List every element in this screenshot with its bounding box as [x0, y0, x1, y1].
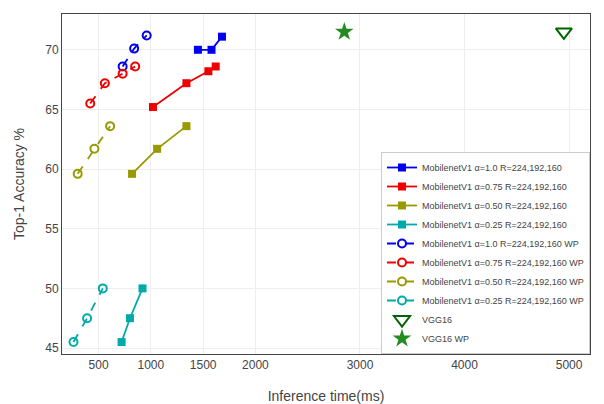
svg-text:5000: 5000 — [556, 358, 583, 372]
svg-text:1000: 1000 — [138, 358, 165, 372]
svg-text:MobilenetV1 α=1.0 R=224,192,16: MobilenetV1 α=1.0 R=224,192,160 WP — [422, 239, 579, 249]
svg-text:MobilenetV1 α=0.25 R=224,192,1: MobilenetV1 α=0.25 R=224,192,160 WP — [422, 296, 584, 306]
svg-text:2000: 2000 — [242, 358, 269, 372]
svg-text:VGG16: VGG16 — [422, 315, 452, 325]
svg-text:MobilenetV1 α=0.50 R=224,192,1: MobilenetV1 α=0.50 R=224,192,160 — [422, 201, 567, 211]
svg-text:70: 70 — [45, 43, 59, 57]
svg-text:60: 60 — [45, 162, 59, 176]
svg-text:Top-1 Accuracy %: Top-1 Accuracy % — [11, 128, 27, 240]
svg-text:55: 55 — [45, 222, 59, 236]
svg-text:MobilenetV1 α=1.0 R=224,192,16: MobilenetV1 α=1.0 R=224,192,160 — [422, 163, 562, 173]
svg-text:50: 50 — [45, 282, 59, 296]
svg-text:500: 500 — [89, 358, 109, 372]
svg-text:3000: 3000 — [347, 358, 374, 372]
svg-text:Inference time(ms): Inference time(ms) — [268, 388, 385, 404]
svg-text:MobilenetV1 α=0.75 R=224,192,1: MobilenetV1 α=0.75 R=224,192,160 WP — [422, 258, 584, 268]
svg-text:MobilenetV1 α=0.25 R=224,192,1: MobilenetV1 α=0.25 R=224,192,160 — [422, 220, 567, 230]
svg-text:65: 65 — [45, 103, 59, 117]
svg-text:4000: 4000 — [451, 358, 478, 372]
svg-text:MobilenetV1 α=0.75 R=224,192,1: MobilenetV1 α=0.75 R=224,192,160 — [422, 182, 567, 192]
svg-text:MobilenetV1 α=0.50 R=224,192,1: MobilenetV1 α=0.50 R=224,192,160 WP — [422, 277, 584, 287]
svg-text:VGG16 WP: VGG16 WP — [422, 334, 469, 344]
svg-text:1500: 1500 — [190, 358, 217, 372]
svg-text:45: 45 — [45, 341, 59, 355]
